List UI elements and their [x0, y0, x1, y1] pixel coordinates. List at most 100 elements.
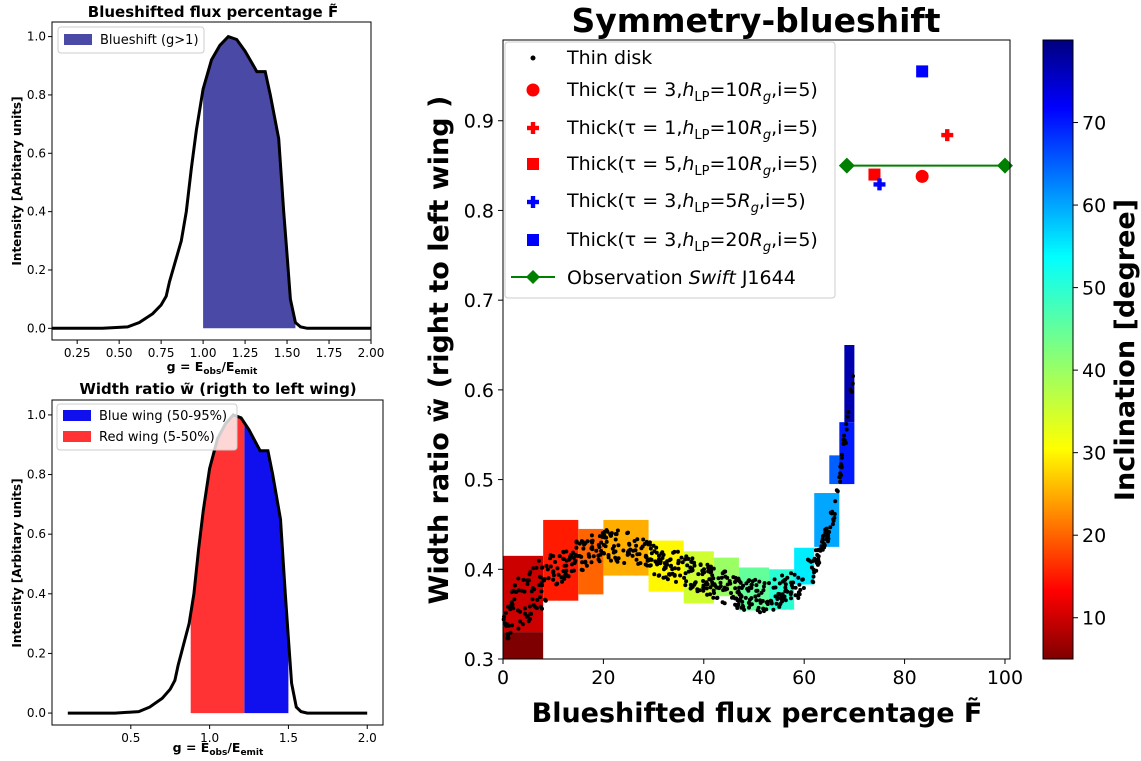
thin-disk-point [564, 563, 569, 568]
thin-disk-point [845, 414, 850, 419]
thin-disk-point [844, 422, 849, 426]
thin-disk-point [747, 578, 752, 583]
colorbar-tick-label: 70 [1082, 113, 1106, 135]
series-2-point [941, 129, 954, 142]
thin-disk-point [705, 582, 710, 587]
thin-disk-point [811, 580, 816, 585]
thin-disk-point [522, 589, 527, 594]
thin-disk-point [705, 592, 710, 597]
p2-xtick-label: 1.0 [200, 731, 219, 745]
thin-disk-point [531, 566, 536, 571]
thin-disk-point [811, 574, 816, 579]
thin-disk-point [789, 596, 793, 601]
legend-thick-c: Thick(τ = 5,hLP=10Rg,i=5) [566, 153, 818, 179]
thin-disk-point [784, 588, 789, 593]
thin-disk-point [733, 575, 738, 580]
thin-disk-point [762, 581, 767, 586]
thin-disk-point [538, 604, 543, 609]
thin-disk-point [718, 584, 723, 589]
thin-disk-point [597, 545, 602, 550]
thin-disk-point [759, 590, 764, 595]
p3-xtick-label: 100 [987, 667, 1023, 689]
thin-disk-point [508, 630, 513, 635]
thin-disk-point [820, 539, 824, 544]
thin-disk-point [521, 577, 526, 582]
p2-legend-red-label: Red wing (5-50%) [99, 430, 215, 445]
legend-thick-a-marker [526, 83, 540, 97]
p1-ylabel: Intensity [Arbitary units] [10, 96, 24, 265]
p2-frame [51, 399, 384, 726]
thin-disk-point [744, 581, 749, 586]
thin-disk-point [743, 595, 748, 600]
thin-disk-point [616, 543, 621, 548]
thin-disk-point [741, 583, 746, 588]
thin-disk-point [774, 601, 779, 606]
thin-disk-point [525, 582, 530, 587]
thin-disk-point [842, 433, 847, 438]
thin-disk-point [527, 604, 532, 609]
thin-disk-point [536, 558, 541, 563]
thin-disk-point [693, 580, 698, 585]
thin-disk-point [526, 619, 531, 624]
thin-disk-point [775, 595, 780, 600]
thin-disk-point [625, 552, 630, 557]
p3-xtick-label: 60 [792, 667, 816, 689]
thin-disk-point [716, 576, 721, 581]
thin-disk-point [844, 427, 849, 432]
thin-disk-point [850, 381, 855, 386]
thin-disk-point [848, 387, 853, 392]
legend-thick-b-marker [527, 122, 539, 134]
thin-disk-point [580, 560, 585, 565]
p1-ytick-label: 1.0 [27, 30, 46, 44]
thin-disk-point [631, 548, 636, 553]
thin-disk-point [613, 537, 618, 542]
thin-disk-point [564, 549, 569, 554]
thin-disk-point [725, 575, 730, 580]
thin-disk-point [602, 551, 606, 556]
p2-title: Width ratio w̃ (rigth to left wing) [79, 380, 356, 398]
thin-disk-point [718, 580, 723, 585]
thin-disk-point [816, 554, 821, 559]
thin-disk-point [637, 552, 642, 557]
thin-disk-point [581, 546, 586, 551]
thin-disk-point [649, 557, 654, 562]
thin-disk-point [754, 598, 759, 603]
thin-disk-point [561, 549, 566, 554]
thin-disk-point [544, 563, 549, 568]
p2-fill-region-1 [190, 415, 245, 714]
thin-disk-point [793, 585, 798, 590]
thin-disk-point [833, 499, 838, 504]
thin-disk-point [758, 610, 762, 615]
heat-cell-2 [543, 519, 579, 601]
thin-disk-point [690, 556, 695, 561]
thin-disk-point [834, 488, 839, 493]
thin-disk-point [796, 575, 801, 580]
thin-disk-point [822, 533, 826, 538]
thin-disk-point [589, 546, 594, 551]
thin-disk-point [756, 605, 761, 610]
p1-legend-swatch [64, 34, 92, 45]
thin-disk-point [771, 607, 776, 612]
thin-disk-point [736, 598, 741, 603]
thin-disk-point [621, 548, 626, 553]
thin-disk-point [809, 559, 813, 564]
thin-disk-point [543, 597, 547, 602]
thin-disk-point [785, 575, 790, 580]
thin-disk-point [540, 565, 544, 570]
thin-disk-point [523, 611, 528, 616]
thin-disk-point [838, 479, 843, 484]
thin-disk-point [634, 543, 639, 548]
legend-observation-marker [511, 270, 555, 284]
thin-disk-point [822, 543, 827, 548]
thin-disk-point [567, 557, 572, 562]
heat-cell-10 [794, 547, 815, 585]
p1-xtick-label: 0.25 [64, 346, 91, 360]
thin-disk-point [682, 575, 687, 580]
p1-xtick-label: 1.25 [232, 346, 259, 360]
series-4-point [873, 178, 886, 191]
thin-disk-point [524, 614, 529, 619]
thin-disk-point [537, 583, 542, 588]
thin-disk-point [764, 607, 769, 612]
thin-disk-point [589, 560, 594, 565]
